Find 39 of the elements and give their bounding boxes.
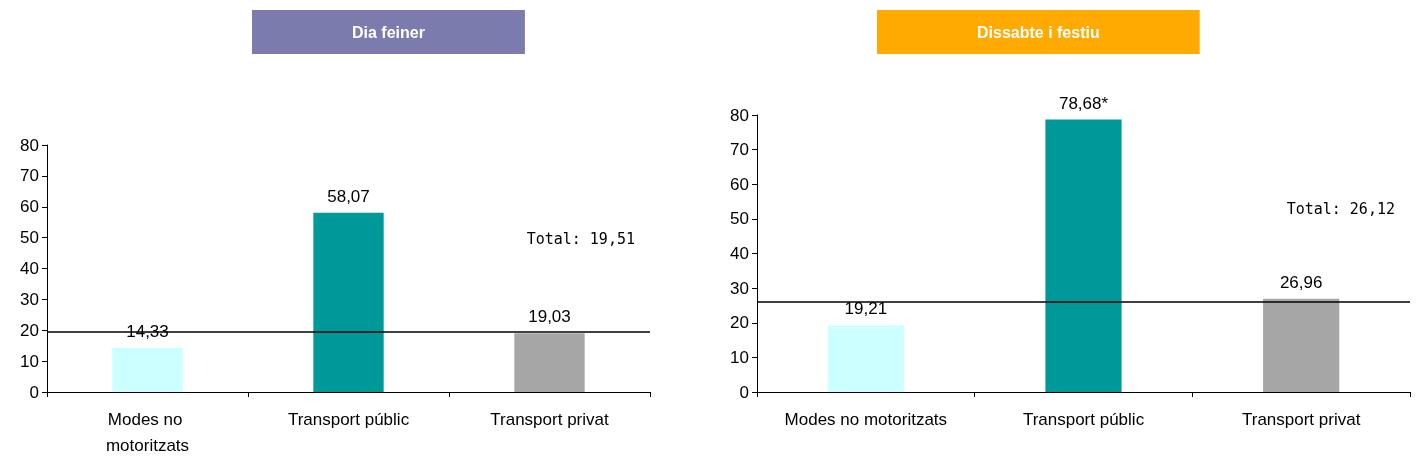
data-label: 58,07 xyxy=(327,186,370,206)
bar xyxy=(112,347,183,392)
y-tick-label: 70 xyxy=(20,166,39,186)
y-tick-label: 40 xyxy=(20,259,39,278)
data-label: 26,96 xyxy=(1279,272,1323,292)
y-tick-label: 10 xyxy=(730,347,749,367)
y-tick-label: 70 xyxy=(730,140,749,160)
bar xyxy=(514,333,585,392)
y-tick-label: 30 xyxy=(730,278,749,298)
y-tick-label: 80 xyxy=(730,105,749,125)
x-tick-label: Transport públic xyxy=(287,409,410,429)
y-tick-label: 60 xyxy=(730,174,749,194)
x-tick-label: Transport privat xyxy=(490,409,609,429)
ref-line-label: Total: 19,51 xyxy=(526,230,635,249)
data-label: 19,03 xyxy=(528,307,571,327)
y-tick-label: 0 xyxy=(739,382,749,402)
y-tick-label: 0 xyxy=(29,382,39,402)
y-tick-label: 60 xyxy=(20,197,39,217)
y-tick-label: 50 xyxy=(730,209,749,229)
x-tick-label: Modes no motoritzats xyxy=(784,409,948,429)
y-tick-label: 80 xyxy=(20,135,39,155)
y-tick-label: 50 xyxy=(20,228,39,248)
y-tick-label: 20 xyxy=(730,313,749,333)
x-tick-label: Transport públic xyxy=(1022,409,1145,429)
chart-title: Dissabte i festiu xyxy=(977,23,1100,41)
y-tick-label: 40 xyxy=(730,244,749,263)
chart-title: Dia feiner xyxy=(352,23,425,41)
y-tick-label: 30 xyxy=(20,289,39,309)
data-label: 78,68* xyxy=(1058,93,1109,113)
y-tick-label: 10 xyxy=(20,351,39,371)
bar xyxy=(313,212,384,392)
ref-line-label: Total: 26,12 xyxy=(1286,200,1395,219)
bar xyxy=(1045,119,1122,392)
x-tick-label: Transport privat xyxy=(1241,409,1361,429)
bar xyxy=(827,325,904,392)
bar xyxy=(1263,298,1340,392)
data-label: 19,21 xyxy=(844,299,888,319)
x-tick-label: Modes no motoritzats xyxy=(105,409,190,455)
y-tick-label: 20 xyxy=(20,320,39,340)
